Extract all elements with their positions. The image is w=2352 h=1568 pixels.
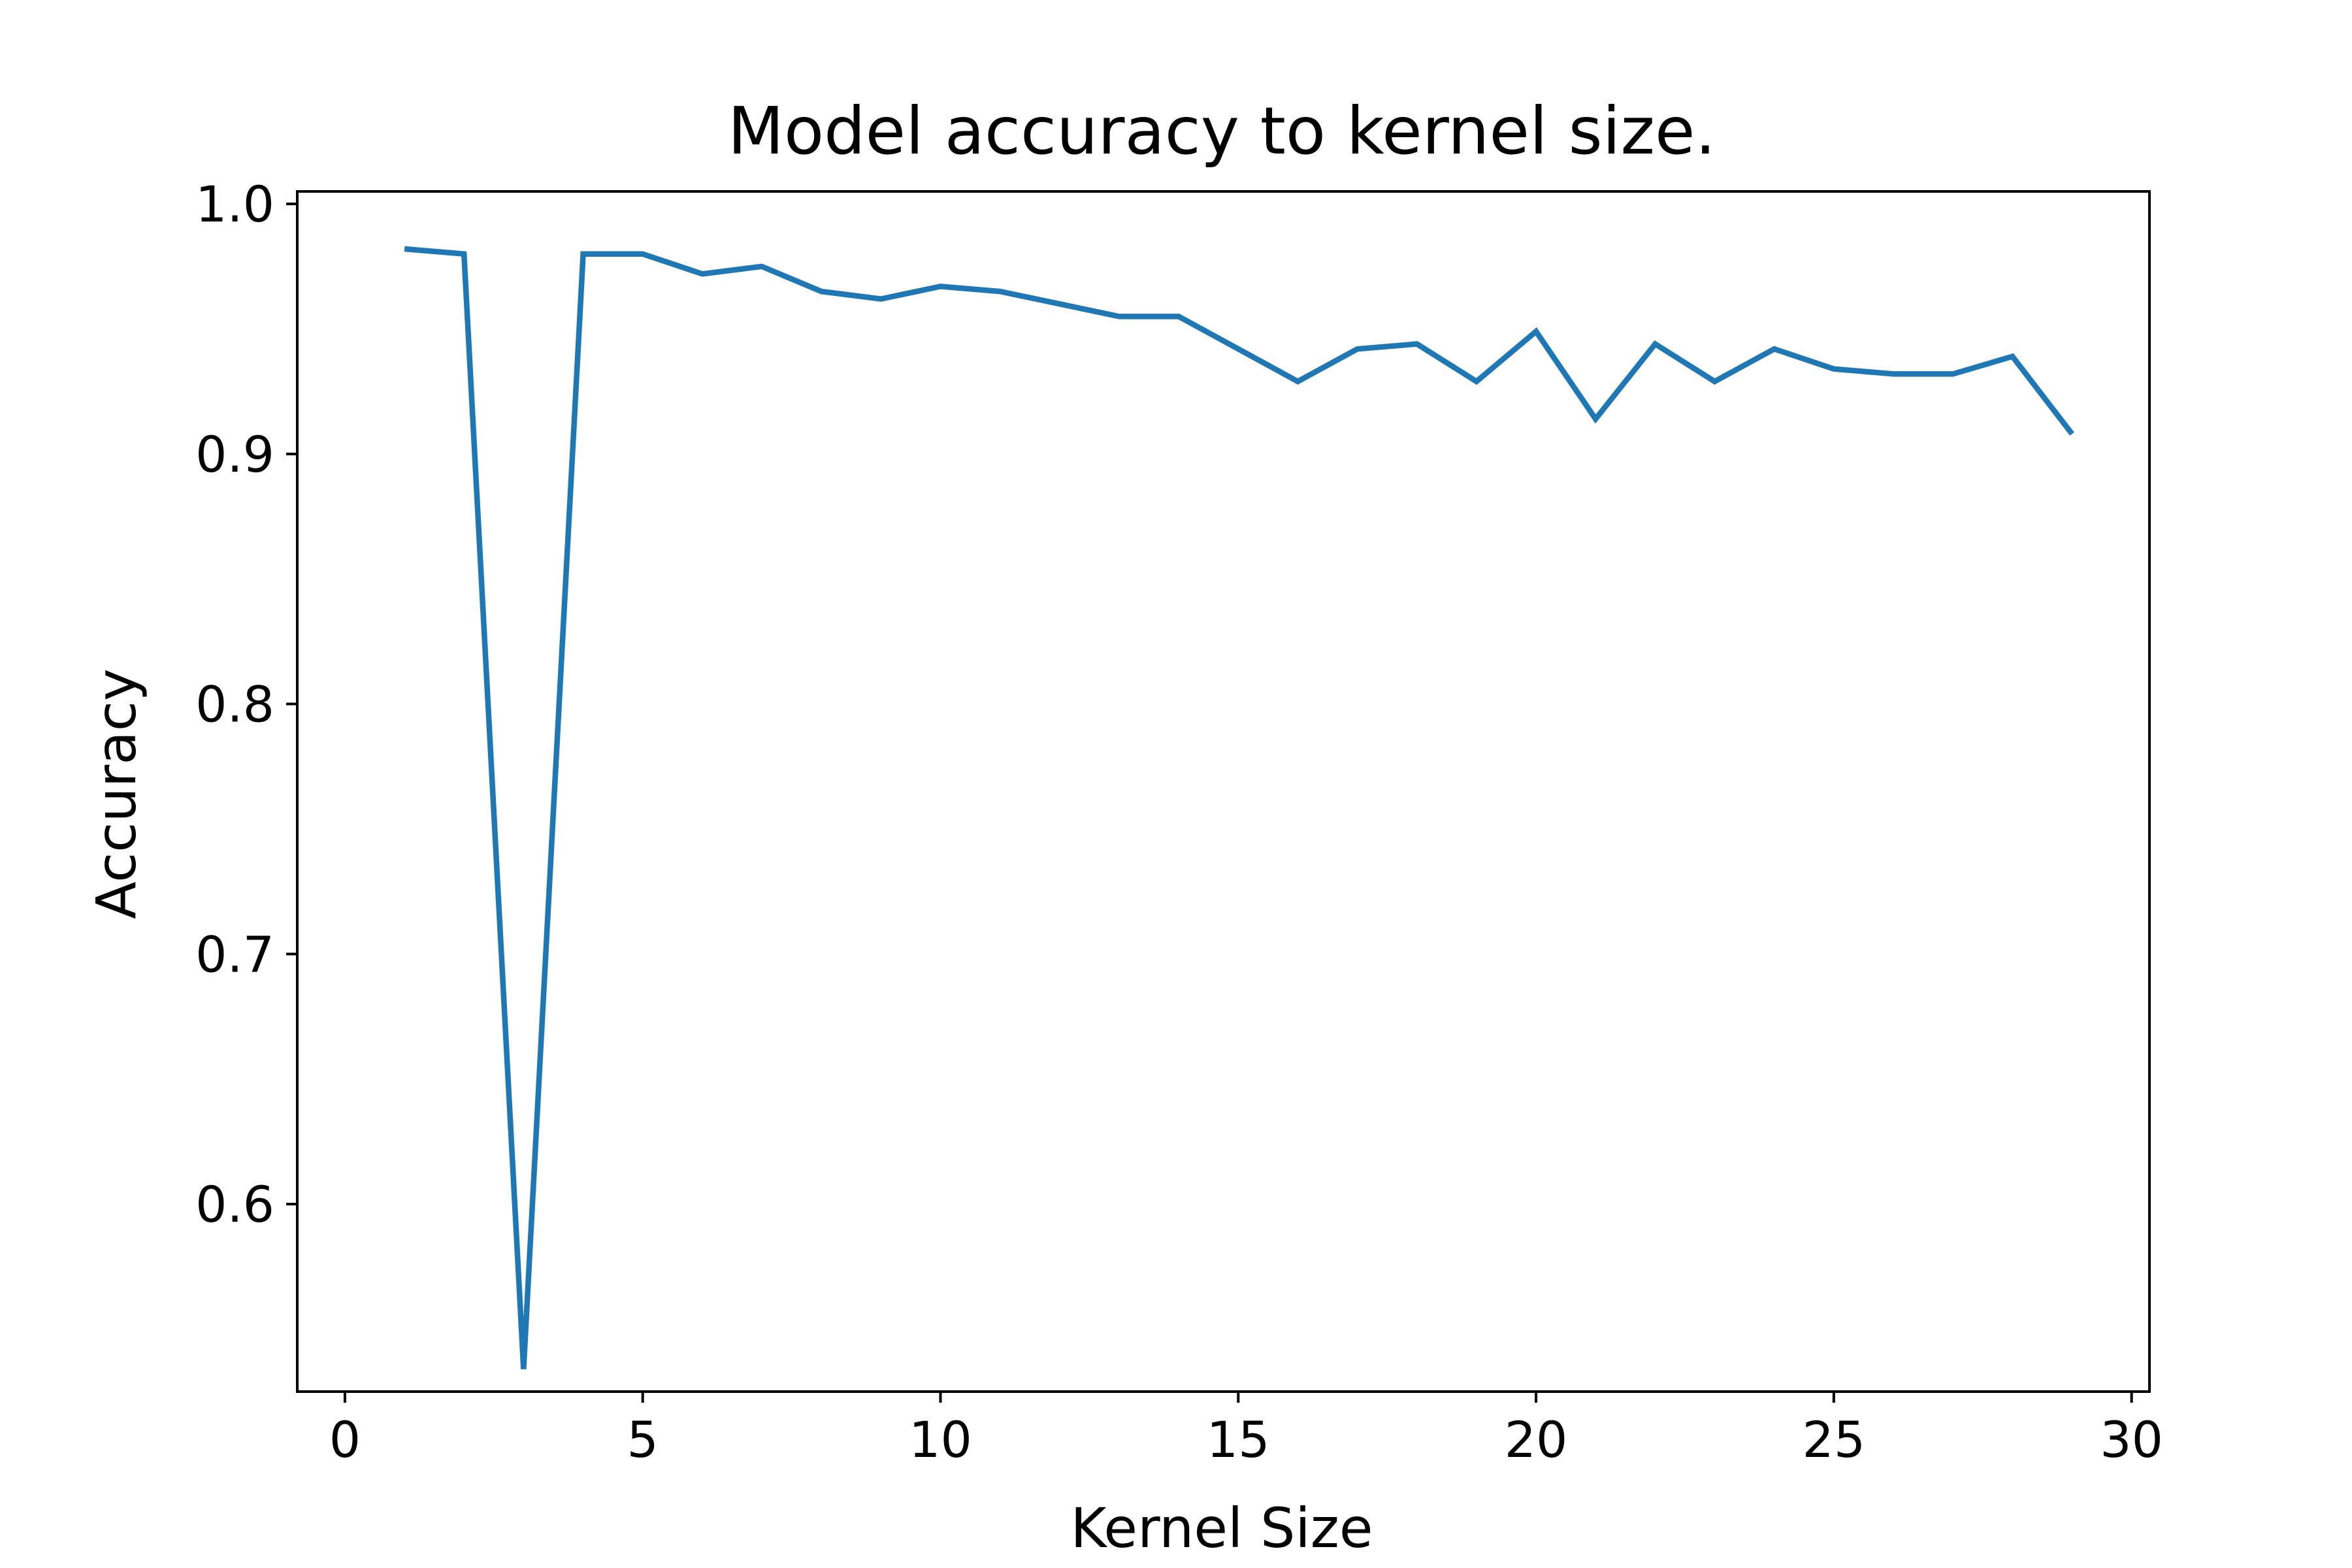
y-tick-label: 1.0 [195,175,274,233]
chart-title: Model accuracy to kernel size. [728,93,1716,169]
y-tick-label: 0.6 [195,1175,274,1233]
y-tick-label: 0.7 [195,925,274,983]
y-tick-label: 0.8 [195,676,274,734]
x-tick-label: 30 [2100,1411,2163,1469]
plot-frame [296,190,2151,1393]
y-axis-label: Accuracy [84,668,148,919]
series-line-0 [404,246,2074,1369]
x-tick-label: 5 [627,1411,659,1469]
x-tick-label: 25 [1803,1411,1866,1469]
y-tick-label: 0.9 [195,425,274,483]
x-tick-label: 20 [1505,1411,1568,1469]
x-tick-label: 15 [1207,1411,1270,1469]
plot-layer [296,190,2151,1393]
tick-layer: 0 5 10 15 20 25 30 0.6 0.7 0.8 0.9 1.0 [195,175,2163,1469]
x-axis-label: Kernel Size [1070,1496,1373,1560]
x-tick-label: 10 [909,1411,972,1469]
x-tick-label: 0 [329,1411,361,1469]
